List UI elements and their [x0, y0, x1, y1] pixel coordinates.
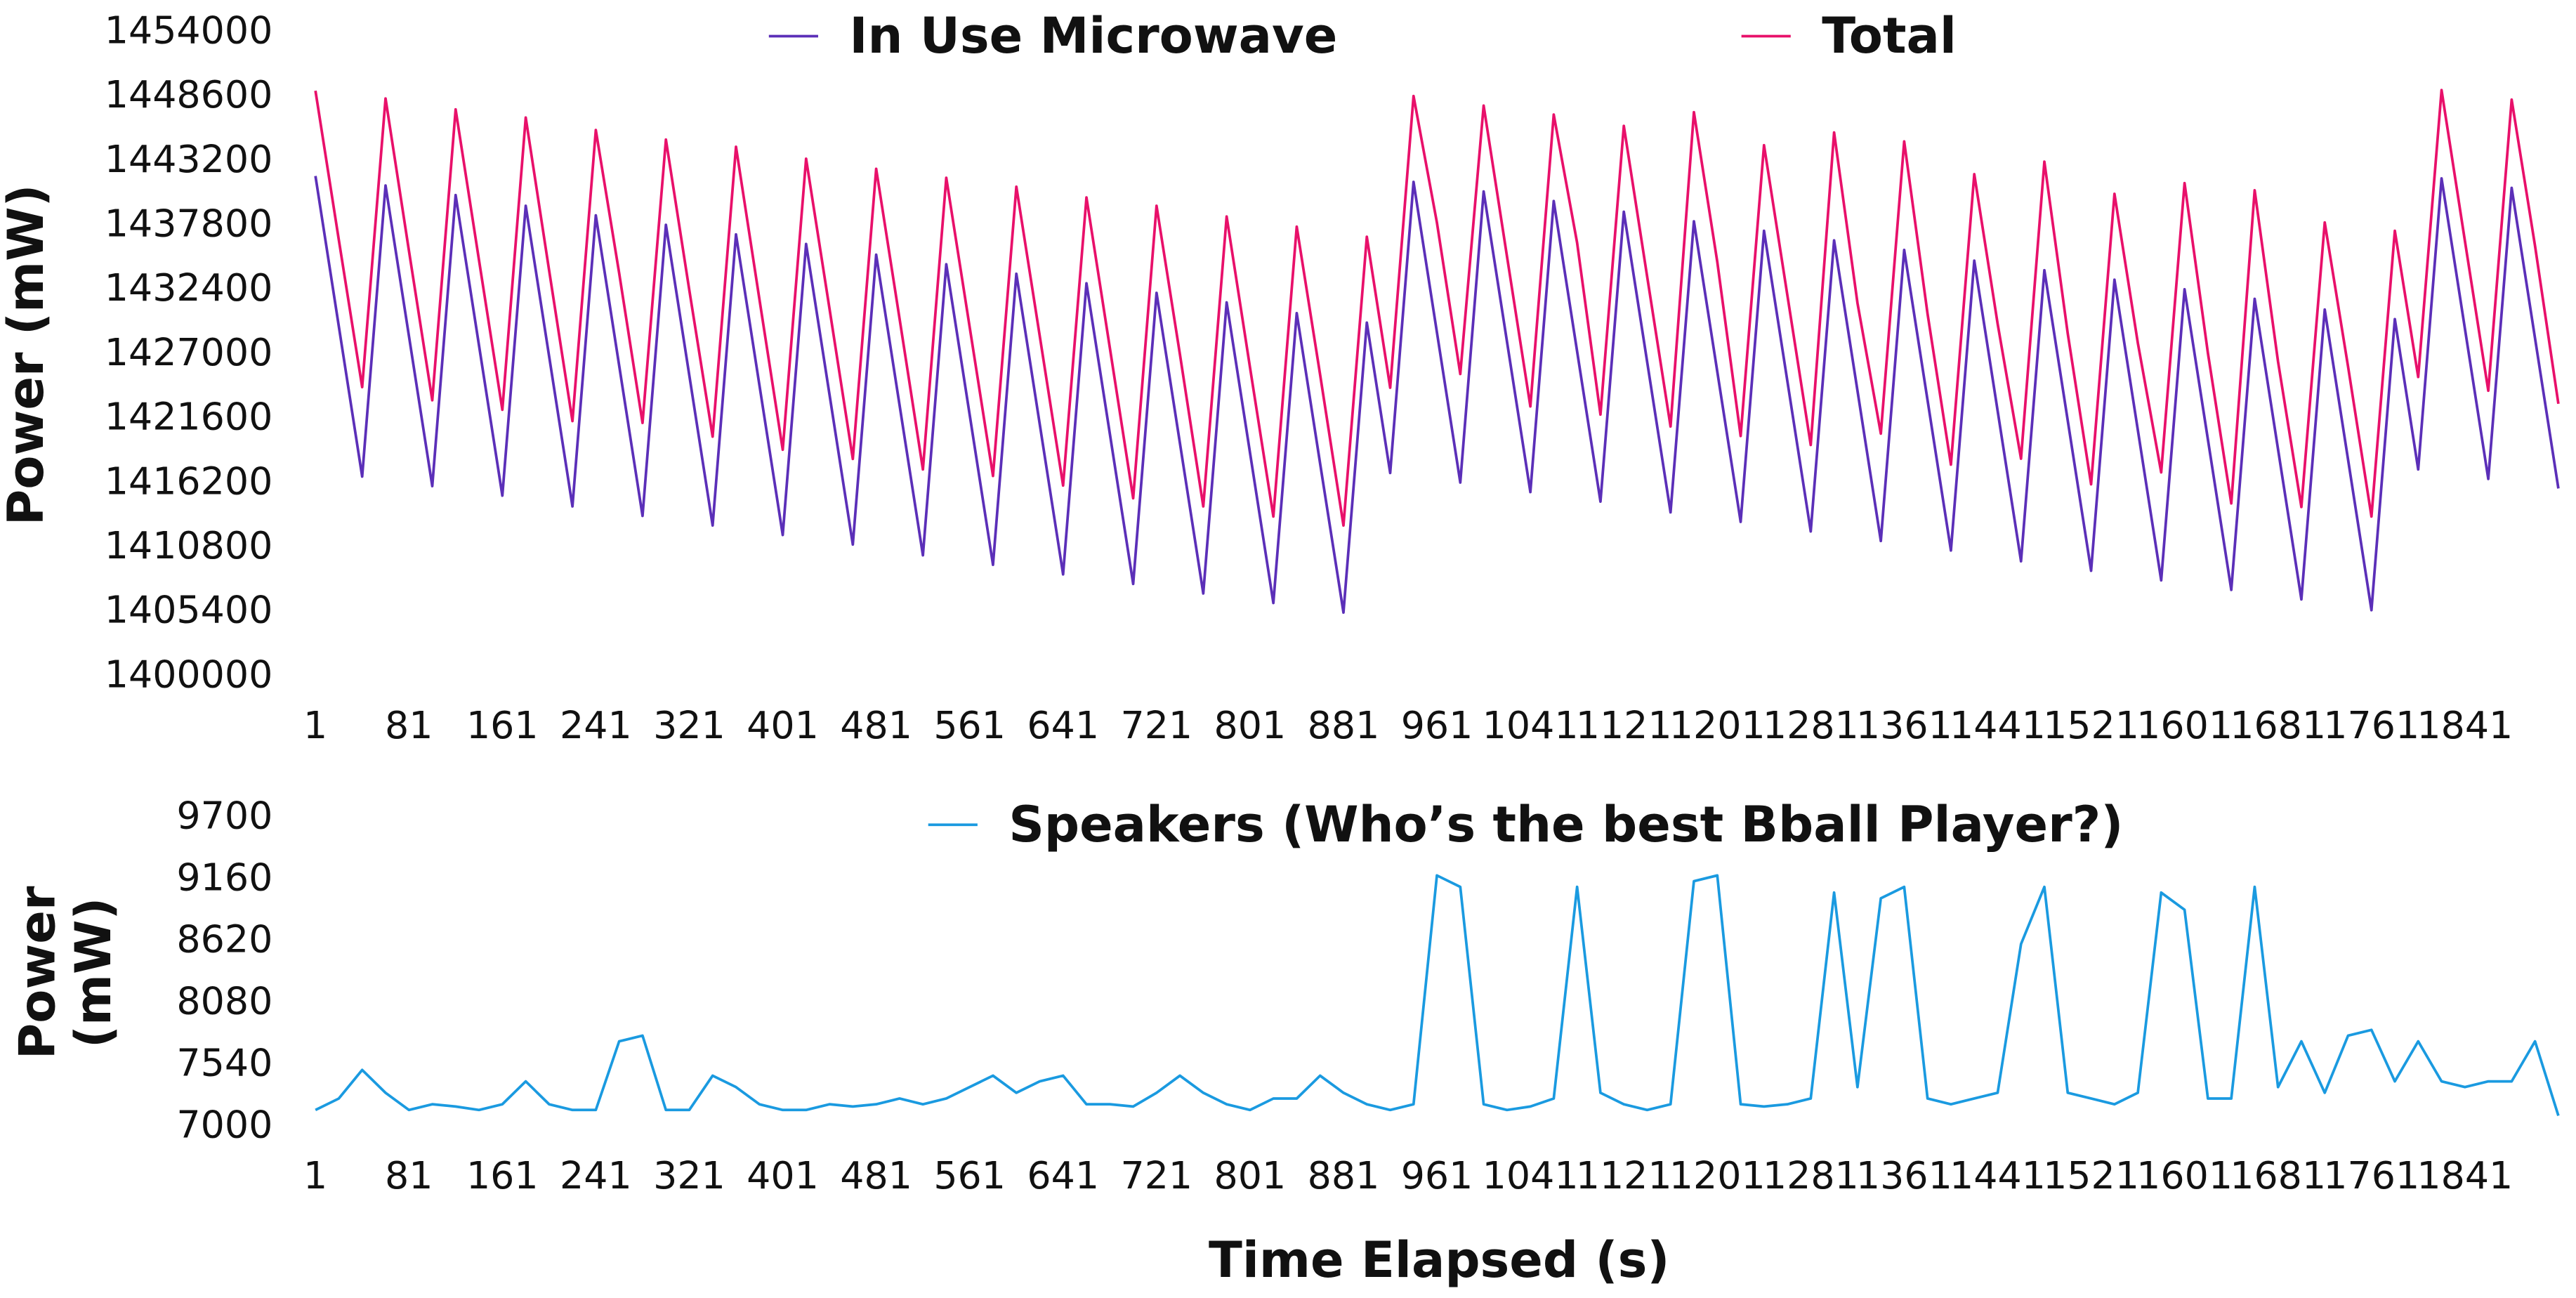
x-tick-label: 161 — [466, 1153, 539, 1198]
x-tick-label: 561 — [933, 1153, 1006, 1198]
x-tick-label: 241 — [560, 703, 632, 747]
x-tick-label: 1281 — [1763, 1153, 1859, 1198]
y-tick-label: 1454000 — [105, 8, 273, 52]
x-tick-label: 1841 — [2417, 1153, 2513, 1198]
x-tick-label: 881 — [1308, 703, 1380, 747]
x-tick-label: 1361 — [1856, 1153, 1952, 1198]
x-tick-label: 881 — [1308, 1153, 1380, 1198]
y-tick-label: 1410800 — [105, 523, 273, 568]
x-tick-label: 1281 — [1763, 703, 1859, 747]
line-series — [315, 874, 2560, 1116]
x-tick-label: 1601 — [2136, 1153, 2233, 1198]
x-tick-label: 1601 — [2136, 703, 2233, 747]
y-tick-label: 8080 — [176, 978, 272, 1023]
x-tick-label: 961 — [1401, 1153, 1473, 1198]
x-tick-label: 721 — [1120, 1153, 1192, 1198]
y-tick-label: 9160 — [176, 855, 272, 900]
legend-label: Total — [1822, 7, 1957, 65]
x-tick-label: 1681 — [2230, 1153, 2326, 1198]
x-tick-label: 1441 — [1950, 703, 2046, 747]
y-tick-label: 1448600 — [105, 72, 273, 117]
y-tick-label: 1400000 — [105, 652, 273, 696]
x-tick-label: 561 — [933, 703, 1006, 747]
x-axis-label: Time Elapsed (s) — [1209, 1231, 1669, 1289]
x-tick-label: 721 — [1120, 703, 1192, 747]
x-tick-label: 1681 — [2230, 703, 2326, 747]
y-tick-label: 1437800 — [105, 202, 273, 246]
x-tick-label: 1041 — [1483, 1153, 1579, 1198]
x-tick-label: 401 — [747, 1153, 819, 1198]
x-tick-label: 961 — [1401, 703, 1473, 747]
x-tick-label: 161 — [466, 703, 539, 747]
x-tick-label: 1361 — [1856, 703, 1952, 747]
x-tick-label: 321 — [653, 703, 725, 747]
legend-label: Speakers (Who’s the best Bball Player?) — [1008, 796, 2123, 853]
y-tick-label: 7540 — [176, 1040, 272, 1084]
legend-label: In Use Microwave — [849, 7, 1337, 65]
x-tick-label: 1521 — [2043, 703, 2139, 747]
x-tick-label: 401 — [747, 703, 819, 747]
x-tick-label: 1 — [303, 1153, 327, 1198]
y-tick-label: 1421600 — [105, 395, 273, 439]
line-series — [314, 176, 2560, 614]
x-tick-label: 1041 — [1483, 703, 1579, 747]
x-tick-label: 1121 — [1576, 1153, 1672, 1198]
y-tick-label: 8620 — [176, 917, 272, 961]
y-tick-label: 7000 — [176, 1102, 272, 1146]
x-tick-label: 1761 — [2323, 1153, 2419, 1198]
x-tick-label: 1201 — [1669, 1153, 1766, 1198]
x-tick-label: 481 — [840, 703, 912, 747]
y-tick-label: 1416200 — [105, 459, 273, 503]
y-tick-label: 1405400 — [105, 588, 273, 632]
x-tick-label: 641 — [1027, 703, 1099, 747]
x-tick-label: 81 — [385, 703, 433, 747]
x-tick-label: 1 — [303, 703, 327, 747]
x-tick-label: 481 — [840, 1153, 912, 1198]
x-tick-label: 1441 — [1950, 1153, 2046, 1198]
y-tick-label: 9700 — [176, 794, 272, 838]
y-axis-label: Power (mW) — [0, 184, 55, 525]
y-tick-label: 1432400 — [105, 266, 273, 310]
y-axis-label: Power(mW) — [9, 886, 123, 1059]
x-tick-label: 241 — [560, 1153, 632, 1198]
y-tick-label: 1443200 — [105, 137, 273, 181]
x-tick-label: 81 — [385, 1153, 433, 1198]
x-tick-label: 1201 — [1669, 703, 1766, 747]
line-series — [314, 88, 2560, 527]
x-tick-label: 801 — [1214, 703, 1287, 747]
y-tick-label: 1427000 — [105, 330, 273, 374]
x-tick-label: 1121 — [1576, 703, 1672, 747]
x-tick-label: 321 — [653, 1153, 725, 1198]
x-tick-label: 641 — [1027, 1153, 1099, 1198]
x-tick-label: 1761 — [2323, 703, 2419, 747]
x-tick-label: 801 — [1214, 1153, 1287, 1198]
x-tick-label: 1521 — [2043, 1153, 2139, 1198]
x-tick-label: 1841 — [2417, 703, 2513, 747]
